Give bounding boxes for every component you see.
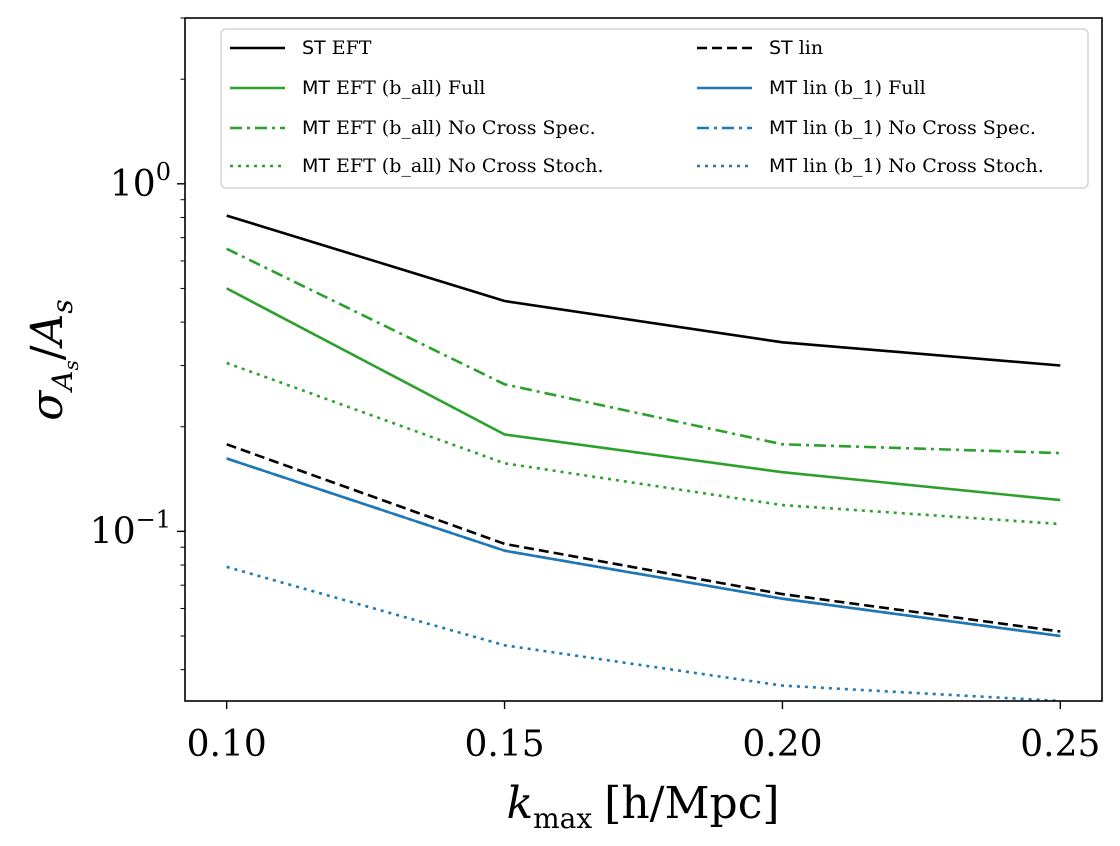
plot-frame bbox=[184, 17, 1103, 702]
x-tick-label: 0.25 bbox=[1020, 724, 1100, 765]
legend-label-mt-lin-nocross-stoch: MT lin (b_1) No Cross Stoch. bbox=[769, 155, 1044, 177]
legend-label-mt-eft-nocross-spec: MT EFT (b_all) No Cross Spec. bbox=[302, 117, 596, 139]
series-line-st-eft bbox=[226, 214, 1061, 367]
legend-label-st-lin: ST lin bbox=[769, 37, 823, 59]
legend-entries: ST EFT MT EFT (b_all) Full MT EFT (b_all) … bbox=[230, 37, 1044, 177]
x-tick-label: 0.15 bbox=[464, 724, 544, 765]
legend-label-mt-lin-full: MT lin (b_1) Full bbox=[769, 77, 926, 99]
legend-label-mt-lin-nocross-spec: MT lin (b_1) No Cross Spec. bbox=[769, 117, 1036, 139]
x-tick-label: 0.10 bbox=[187, 724, 267, 765]
legend-label-st-eft: ST EFT bbox=[302, 37, 372, 59]
x-axis-label: kmax [h/Mpc] bbox=[506, 778, 779, 835]
legend-label-mt-eft-nocross-stoch: MT EFT (b_all) No Cross Stoch. bbox=[302, 155, 604, 177]
y-axis-label: σAs/As bbox=[22, 299, 83, 421]
series-line-mt-lin-nocross-spec bbox=[226, 457, 1061, 638]
series-line-st-lin bbox=[226, 443, 1061, 633]
x-tick-label: 0.20 bbox=[742, 724, 822, 765]
y-tick-label: 10−1 bbox=[90, 505, 171, 552]
legend-frame bbox=[220, 28, 1089, 189]
y-tick-label: 100 bbox=[110, 158, 171, 205]
series-line-mt-eft-nocross-spec bbox=[226, 247, 1061, 455]
series-line-mt-eft-full bbox=[226, 287, 1061, 502]
legend: ST EFT MT EFT (b_all) Full MT EFT (b_all) … bbox=[220, 28, 1089, 189]
series-line-mt-lin-nocross-stoch bbox=[226, 565, 1061, 701]
axis-ticks: 0.10 0.15 0.20 0.25 100 10−1 bbox=[90, 17, 1100, 765]
series-layer bbox=[226, 214, 1061, 701]
legend-label-mt-eft-full: MT EFT (b_all) Full bbox=[302, 77, 485, 99]
